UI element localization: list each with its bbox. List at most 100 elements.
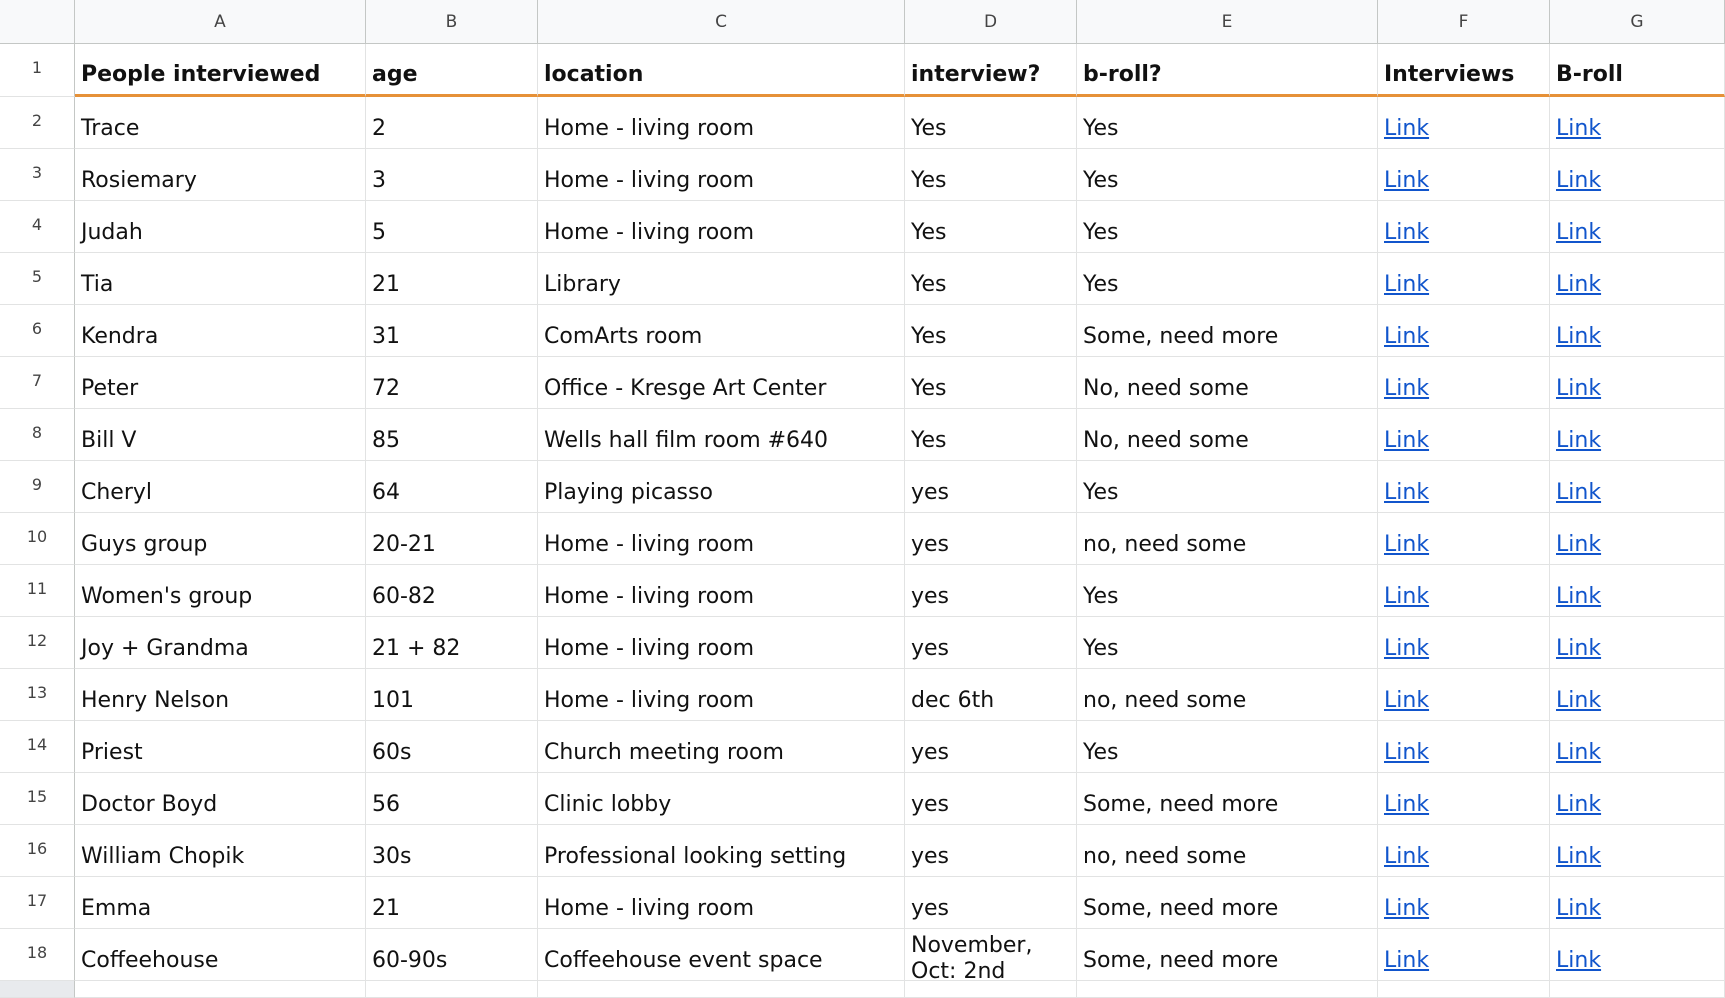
cell-text[interactable]: no, need some (1077, 669, 1378, 721)
row-header[interactable]: 2 (0, 97, 75, 149)
row-header[interactable]: 1 (0, 44, 75, 97)
link-cell[interactable]: Link (1550, 149, 1725, 201)
column-header[interactable]: F (1378, 0, 1550, 44)
link-cell[interactable]: Link (1550, 669, 1725, 721)
column-header[interactable]: A (75, 0, 366, 44)
link-cell[interactable]: Link (1378, 201, 1550, 253)
cell-text[interactable]: 3 (366, 149, 538, 201)
link-cell[interactable]: Link (1550, 929, 1725, 981)
cell-text[interactable]: Yes (1077, 617, 1378, 669)
link[interactable]: Link (1556, 168, 1602, 193)
link[interactable]: Link (1384, 480, 1430, 505)
cell-text[interactable]: no, need some (1077, 513, 1378, 565)
link-cell[interactable]: Link (1550, 201, 1725, 253)
link[interactable]: Link (1556, 480, 1602, 505)
link-cell[interactable]: Link (1550, 357, 1725, 409)
link[interactable]: Link (1556, 116, 1602, 141)
cell-text[interactable]: Henry Nelson (75, 669, 366, 721)
cell-text[interactable]: Yes (905, 149, 1077, 201)
cell-text[interactable]: Home - living room (538, 513, 905, 565)
cell-text[interactable]: Yes (1077, 149, 1378, 201)
link-cell[interactable]: Link (1550, 565, 1725, 617)
column-header[interactable]: G (1550, 0, 1725, 44)
row-header[interactable]: 13 (0, 669, 75, 721)
empty-cell[interactable] (1378, 981, 1550, 998)
cell-text[interactable]: Yes (1077, 565, 1378, 617)
cell-text[interactable]: 5 (366, 201, 538, 253)
link[interactable]: Link (1556, 376, 1602, 401)
cell-text[interactable]: yes (905, 617, 1077, 669)
column-header[interactable]: B (366, 0, 538, 44)
cell-text[interactable]: Judah (75, 201, 366, 253)
header-cell[interactable]: Interviews (1378, 44, 1550, 97)
cell-text[interactable]: Doctor Boyd (75, 773, 366, 825)
cell-text[interactable]: Some, need more (1077, 773, 1378, 825)
empty-cell[interactable] (366, 981, 538, 998)
link[interactable]: Link (1556, 688, 1602, 713)
link-cell[interactable]: Link (1378, 97, 1550, 149)
link[interactable]: Link (1556, 220, 1602, 245)
link[interactable]: Link (1556, 272, 1602, 297)
row-header[interactable]: 16 (0, 825, 75, 877)
link-cell[interactable]: Link (1550, 721, 1725, 773)
corner[interactable] (0, 0, 75, 44)
cell-text[interactable]: Home - living room (538, 565, 905, 617)
column-header[interactable]: D (905, 0, 1077, 44)
header-cell[interactable]: interview? (905, 44, 1077, 97)
cell-text[interactable]: yes (905, 721, 1077, 773)
row-header[interactable]: 3 (0, 149, 75, 201)
cell-text[interactable]: 21 (366, 253, 538, 305)
cell-text[interactable]: 56 (366, 773, 538, 825)
cell-text[interactable]: 64 (366, 461, 538, 513)
cell-text[interactable]: Bill V (75, 409, 366, 461)
column-header[interactable]: E (1077, 0, 1378, 44)
link-cell[interactable]: Link (1378, 877, 1550, 929)
link[interactable]: Link (1556, 844, 1602, 869)
link-cell[interactable]: Link (1550, 825, 1725, 877)
row-header[interactable]: 6 (0, 305, 75, 357)
link[interactable]: Link (1556, 428, 1602, 453)
row-header[interactable]: 14 (0, 721, 75, 773)
cell-text[interactable]: Clinic lobby (538, 773, 905, 825)
link[interactable]: Link (1384, 792, 1430, 817)
header-cell[interactable]: People interviewed (75, 44, 366, 97)
cell-text[interactable]: Some, need more (1077, 877, 1378, 929)
row-header[interactable]: 7 (0, 357, 75, 409)
link[interactable]: Link (1384, 740, 1430, 765)
link-cell[interactable]: Link (1550, 409, 1725, 461)
cell-text[interactable]: November, Oct: 2nd week (905, 929, 1077, 981)
cell-text[interactable]: Yes (905, 201, 1077, 253)
cell-text[interactable]: 21 (366, 877, 538, 929)
column-header[interactable]: C (538, 0, 905, 44)
cell-text[interactable]: Women's group (75, 565, 366, 617)
link-cell[interactable]: Link (1550, 513, 1725, 565)
row-header[interactable]: 5 (0, 253, 75, 305)
cell-text[interactable]: Yes (1077, 461, 1378, 513)
cell-text[interactable]: Home - living room (538, 149, 905, 201)
link[interactable]: Link (1556, 740, 1602, 765)
cell-text[interactable]: Library (538, 253, 905, 305)
row-header[interactable]: 17 (0, 877, 75, 929)
cell-text[interactable]: Yes (905, 253, 1077, 305)
cell-text[interactable]: Yes (905, 409, 1077, 461)
cell-text[interactable]: no, need some (1077, 825, 1378, 877)
link[interactable]: Link (1384, 844, 1430, 869)
cell-text[interactable]: 85 (366, 409, 538, 461)
link-cell[interactable]: Link (1378, 305, 1550, 357)
link[interactable]: Link (1384, 272, 1430, 297)
empty-cell[interactable] (75, 981, 366, 998)
link-cell[interactable]: Link (1378, 825, 1550, 877)
link-cell[interactable]: Link (1550, 97, 1725, 149)
cell-text[interactable]: yes (905, 877, 1077, 929)
link-cell[interactable]: Link (1378, 617, 1550, 669)
link-cell[interactable]: Link (1378, 149, 1550, 201)
cell-text[interactable]: Trace (75, 97, 366, 149)
link[interactable]: Link (1384, 324, 1430, 349)
row-header[interactable]: 9 (0, 461, 75, 513)
cell-text[interactable]: ComArts room (538, 305, 905, 357)
cell-text[interactable]: Kendra (75, 305, 366, 357)
cell-text[interactable]: Cheryl (75, 461, 366, 513)
link-cell[interactable]: Link (1550, 253, 1725, 305)
link-cell[interactable]: Link (1378, 669, 1550, 721)
cell-text[interactable]: Office - Kresge Art Center (538, 357, 905, 409)
